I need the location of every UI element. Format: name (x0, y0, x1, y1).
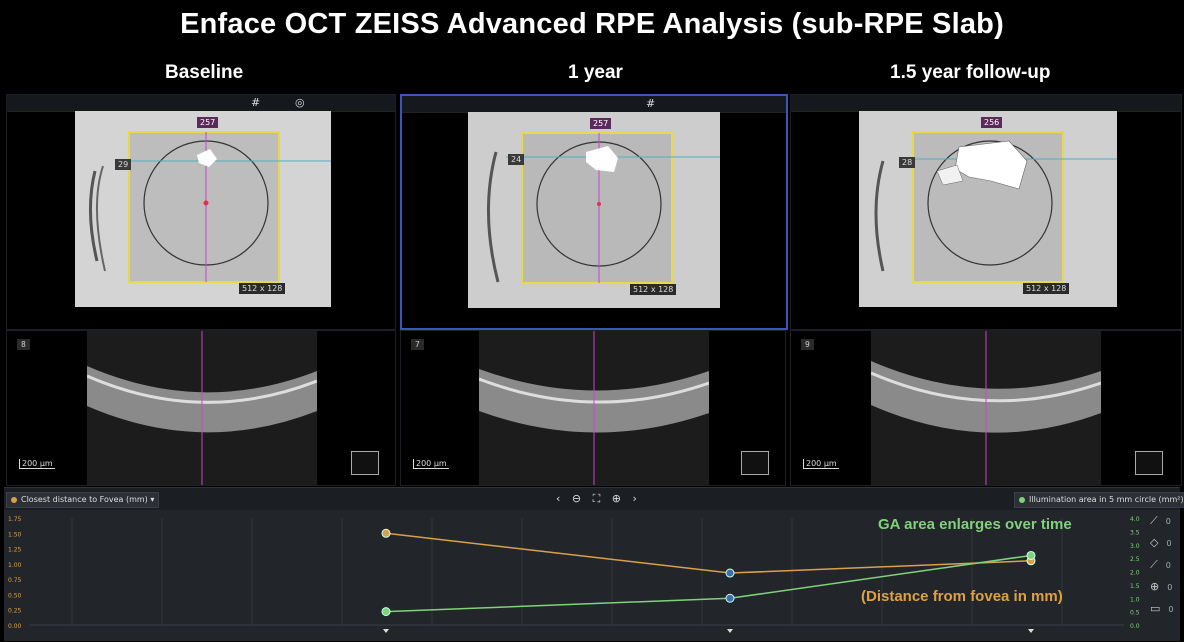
point-distance (381, 528, 391, 538)
right-axis-tick: 3.0 (1130, 543, 1140, 550)
tool-2[interactable]: ◇ 0 (1150, 536, 1172, 549)
trend-chart: 1.75 1.50 1.25 1.00 0.75 0.50 0.25 0.00 4.0 3.5 3.… (8, 516, 1140, 633)
tool-3[interactable]: ⟋ 0 (1150, 558, 1171, 571)
timepoint-marker (383, 629, 389, 633)
annotation-ga-area: GA area enlarges over time (878, 516, 1072, 533)
zoom-controls[interactable]: ‹ ⊖ ⛶ ⊕ › (556, 492, 641, 505)
right-axis-tick: 0.5 (1130, 610, 1140, 617)
column-label-baseline: Baseline (165, 62, 244, 83)
top-value-tag: 257 (197, 117, 219, 128)
nasal-temporal-orientation-icon[interactable] (1135, 451, 1163, 475)
tool-value: 0 (1167, 583, 1173, 592)
timepoint-marker (1028, 629, 1034, 633)
timepoint-marker (727, 629, 733, 633)
left-metric-dropdown[interactable]: Closest distance to Fovea (mm) ▾ (6, 492, 160, 508)
series-dot-area (1019, 496, 1025, 503)
fundus-image (859, 111, 1117, 307)
trend-panel: Closest distance to Fovea (mm) ▾ ‹ ⊖ ⛶ ⊕… (4, 487, 1184, 641)
fundus-image (75, 111, 331, 307)
bscan-image (479, 331, 709, 485)
left-axis-tick: 1.75 (8, 516, 22, 523)
grid-icon[interactable]: # (251, 96, 261, 109)
right-axis-tick: 1.5 (1130, 583, 1140, 590)
left-axis-tick: 0.25 (8, 608, 22, 615)
enface-image[interactable] (859, 111, 1117, 307)
right-axis-tick: 3.5 (1130, 529, 1140, 536)
point-area (1026, 550, 1036, 560)
tool-value: 0 (1165, 517, 1171, 526)
slice-number: 9 (801, 339, 814, 350)
column-label-1-year: 1 year (568, 62, 623, 83)
tool-5[interactable]: ▭ 0 (1150, 602, 1174, 615)
enface-panel-baseline[interactable]: # ◎ 257 29 512 x 128 (6, 94, 396, 330)
left-axis-tick: 1.00 (8, 562, 22, 569)
enface-panel-1-year[interactable]: # 257 24 512 x 128 (400, 94, 788, 330)
series-dot-distance (11, 496, 17, 503)
dimension-tag: 512 x 128 (1023, 283, 1070, 294)
grid-icon[interactable]: # (646, 97, 656, 110)
scale-bar: 200 μm (803, 459, 839, 469)
scale-bar: 200 μm (413, 459, 449, 469)
slice-number: 7 (411, 339, 424, 350)
right-dropdown-label: Illumination area in 5 mm circle (mm²) (1029, 495, 1184, 504)
tool-value: 0 (1166, 539, 1172, 548)
dimension-tag: 512 x 128 (239, 283, 286, 294)
right-axis-tick: 4.0 (1130, 516, 1140, 523)
page-title: Enface OCT ZEISS Advanced RPE Analysis (… (180, 8, 1004, 40)
tool-1[interactable]: ⟋ 0 (1150, 514, 1171, 527)
column-label-1-5-year: 1.5 year follow-up (890, 62, 1051, 83)
enface-panel-1-5-year[interactable]: 256 28 512 x 128 (790, 94, 1182, 330)
bscan-panel-baseline[interactable]: 8 200 μm (6, 330, 396, 486)
bscan-image (871, 331, 1101, 485)
left-axis-tick: 1.25 (8, 547, 22, 554)
bscan-panel-1-year[interactable]: 7 200 μm (400, 330, 786, 486)
point-area (381, 607, 391, 617)
left-axis-tick: 0.00 (8, 623, 22, 630)
target-icon[interactable]: ◎ (295, 96, 305, 109)
bscan-panel-1-5-year[interactable]: 9 200 μm (790, 330, 1182, 486)
tool-value: 0 (1165, 561, 1171, 570)
right-metric-dropdown[interactable]: Illumination area in 5 mm circle (mm²) ▾ (1014, 492, 1184, 508)
fundus-image (468, 112, 720, 308)
point-area (725, 593, 735, 603)
right-axis-tick: 1.0 (1130, 596, 1140, 603)
side-toolbar: ⟋ 0 ◇ 0 ⟋ 0 ⊕ 0 ▭ 0 (1150, 514, 1180, 624)
left-axis-tick: 0.50 (8, 592, 22, 599)
left-axis-tick: 1.50 (8, 531, 22, 538)
enface-toolbar: # (402, 96, 786, 113)
trend-toolbar: Closest distance to Fovea (mm) ▾ ‹ ⊖ ⛶ ⊕… (4, 488, 1184, 510)
tool-value: 0 (1168, 605, 1174, 614)
nasal-temporal-orientation-icon[interactable] (351, 451, 379, 475)
point-distance (725, 568, 735, 578)
dimension-tag: 512 x 128 (630, 284, 677, 295)
scale-bar: 200 μm (19, 459, 55, 469)
enface-toolbar: # ◎ (7, 95, 395, 112)
enface-toolbar (791, 95, 1181, 112)
left-axis-tick: 0.75 (8, 577, 22, 584)
left-dropdown-label: Closest distance to Fovea (mm) (21, 495, 148, 504)
top-value-tag: 256 (981, 117, 1003, 128)
right-axis-tick: 2.0 (1130, 570, 1140, 577)
slice-number: 8 (17, 339, 30, 350)
tool-4[interactable]: ⊕ 0 (1150, 580, 1173, 593)
left-value-tag: 28 (899, 157, 916, 168)
bscan-image (87, 331, 317, 485)
nasal-temporal-orientation-icon[interactable] (741, 451, 769, 475)
left-value-tag: 24 (508, 154, 525, 165)
enface-image[interactable] (468, 112, 720, 308)
right-axis-tick: 0.0 (1130, 623, 1140, 630)
series-line-distance (385, 532, 1032, 574)
annotation-distance: (Distance from fovea in mm) (861, 588, 1063, 605)
right-axis-tick: 2.5 (1130, 556, 1140, 563)
enface-image[interactable] (75, 111, 331, 307)
top-value-tag: 257 (590, 118, 612, 129)
left-value-tag: 29 (115, 159, 132, 170)
